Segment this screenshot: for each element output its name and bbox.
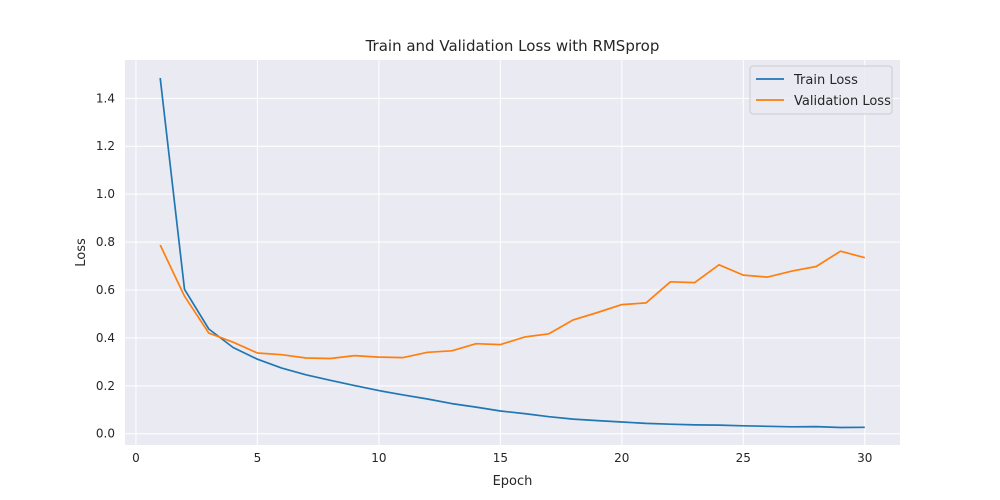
plot-area [125, 60, 900, 445]
x-axis-label: Epoch [493, 474, 533, 489]
tick-labels: 0 5 10 15 20 25 30 0.0 0.2 0.4 0.6 0.8 1.0 1.2 1.4 [96, 91, 873, 465]
x-tick-label: 0 [132, 451, 140, 465]
y-tick-label: 0.8 [96, 235, 115, 249]
y-tick-label: 1.2 [96, 139, 115, 153]
x-tick-label: 20 [614, 451, 629, 465]
y-tick-label: 0.2 [96, 379, 115, 393]
y-tick-label: 1.0 [96, 187, 115, 201]
y-axis-label: Loss [74, 238, 89, 267]
y-tick-label: 1.4 [96, 91, 115, 105]
x-tick-label: 30 [857, 451, 872, 465]
series-line-train-loss [159, 77, 865, 429]
grid [125, 60, 900, 445]
x-tick-label: 25 [736, 451, 751, 465]
chart-title: Train and Validation Loss with RMSprop [365, 37, 660, 55]
x-tick-label: 5 [254, 451, 262, 465]
y-tick-label: 0.6 [96, 283, 115, 297]
series-line-validation-loss [159, 244, 866, 360]
legend-label-train-loss: Train Loss [793, 73, 858, 88]
legend-label-validation-loss: Validation Loss [794, 94, 891, 109]
y-tick-label: 0.4 [96, 331, 115, 345]
y-tick-label: 0.0 [96, 427, 115, 441]
legend: Train Loss Validation Loss [749, 65, 893, 115]
x-tick-label: 10 [371, 451, 386, 465]
x-tick-label: 15 [493, 451, 508, 465]
legend-box [749, 65, 893, 115]
series-lines [159, 77, 866, 429]
